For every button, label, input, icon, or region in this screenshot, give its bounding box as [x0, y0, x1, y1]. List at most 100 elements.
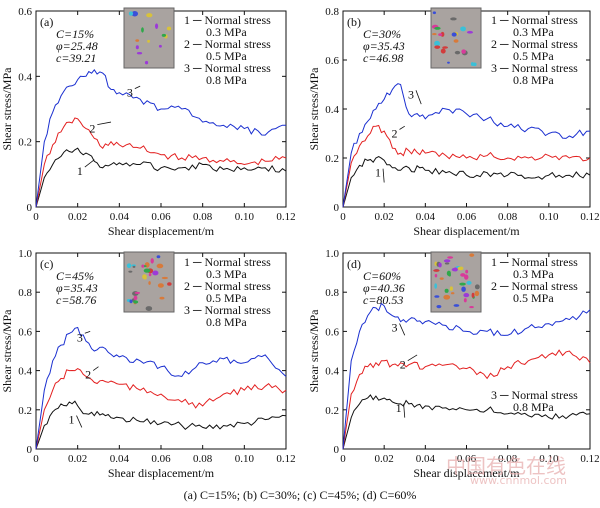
fit-parameter: φ=40.36 [363, 281, 405, 295]
fit-parameter: c=80.53 [363, 293, 403, 307]
y-axis-label: Shear stress/MPa [0, 309, 14, 393]
panel-label: (d) [347, 257, 361, 271]
series-line-2 [35, 117, 287, 208]
fit-parameter: φ=35.43 [363, 39, 405, 53]
legend-entry: 3 ─ Normal stress [491, 388, 578, 402]
y-tick-label: 1.0 [18, 248, 32, 260]
legend-entry: 3 ─ Normal stress [184, 61, 271, 75]
x-tick-label: 0.10 [235, 453, 255, 465]
x-tick-label: 0.12 [580, 211, 599, 223]
legend-entry: 0.8 MPa [513, 73, 554, 87]
x-tick-label: 0.04 [110, 211, 130, 223]
chart-panel-c: 0 0.02 0.04 0.06 0.08 0.10 0.12 0 0.2 0.4 0.6 0.8 1.… [0, 248, 296, 480]
x-tick-label: 0 [33, 211, 39, 223]
legend-entry: 2 ─ Normal stress [491, 279, 578, 293]
series-line-1 [35, 400, 287, 450]
fit-parameter: c=46.98 [363, 51, 403, 65]
series-line-2 [35, 368, 287, 450]
legend-entry: 2 ─ Normal stress [184, 37, 271, 51]
series-line-1 [35, 147, 287, 208]
y-axis-label: Shear stress/MPa [307, 309, 321, 393]
y-tick-label: 0.4 [18, 71, 32, 83]
x-tick-label: 0.04 [416, 453, 436, 465]
chart-panel-b: 0 0.02 0.04 0.06 0.08 0.10 0.12 0 0.2 0.4 0.6 0.8 Sh… [307, 6, 600, 238]
y-tick-label: 1.0 [325, 248, 339, 260]
specimen-photo [430, 7, 482, 69]
y-axis-label: Shear stress/MPa [0, 67, 14, 151]
curve-leader-line [407, 354, 418, 362]
x-axis-label: Shear displacement/m [108, 224, 215, 238]
curve-leader-line [92, 366, 99, 371]
figure-caption: (a) C=15%; (b) C=30%; (c) C=45%; (d) C=6… [183, 488, 417, 502]
y-tick-label: 0.4 [325, 366, 339, 378]
x-tick-label: 0 [340, 211, 346, 223]
curve-label-3: 3 [77, 330, 83, 344]
panel-label: (b) [347, 15, 361, 29]
y-tick-label: 0.4 [18, 366, 32, 378]
legend-entry: 0.3 MPa [206, 267, 247, 281]
legend-entry: 0.5 MPa [206, 291, 247, 305]
watermark-url: www.cnnmol.com [470, 474, 567, 487]
x-tick-label: 0.06 [151, 211, 171, 223]
x-tick-label: 0.02 [375, 453, 394, 465]
x-axis-label: Shear displacement/m [413, 224, 520, 238]
curve-label-2: 2 [400, 358, 406, 372]
legend-entry: 0.3 MPa [513, 267, 554, 281]
legend-entry: 0.8 MPa [206, 73, 247, 87]
x-tick-label: 0.04 [110, 453, 130, 465]
fit-parameter: C=45% [56, 269, 94, 283]
y-tick-label: 0.4 [325, 104, 339, 116]
x-tick-label: 0.08 [498, 211, 518, 223]
series-line-2 [342, 349, 591, 450]
curve-leader-line [382, 168, 385, 183]
curve-leader-line [415, 90, 422, 105]
legend-entry: 0.8 MPa [206, 315, 247, 329]
series-line-3 [35, 68, 287, 208]
specimen-photo [123, 7, 175, 69]
x-tick-label: 0.04 [416, 211, 436, 223]
x-tick-label: 0 [340, 453, 346, 465]
curve-label-2: 2 [392, 127, 398, 141]
x-tick-label: 0.02 [68, 211, 87, 223]
curve-label-3: 3 [127, 86, 133, 100]
x-tick-label: 0.08 [498, 453, 518, 465]
curve-label-1: 1 [396, 401, 402, 415]
y-axis-label: Shear stress/MPa [307, 67, 321, 151]
x-tick-label: 0.08 [193, 211, 213, 223]
fit-parameter: φ=35.43 [56, 281, 98, 295]
specimen-photo [430, 251, 482, 313]
legend-entry: 2 ─ Normal stress [184, 279, 271, 293]
curve-leader-line [134, 85, 141, 90]
series-line-1 [342, 394, 591, 450]
curve-label-1: 1 [77, 164, 83, 178]
legend-entry: 0.5 MPa [513, 291, 554, 305]
legend-entry: 0.3 MPa [206, 25, 247, 39]
y-tick-label: 0.8 [325, 287, 339, 299]
x-tick-label: 0.12 [580, 453, 599, 465]
y-tick-label: 0.6 [18, 326, 32, 338]
x-tick-label: 0.02 [68, 453, 87, 465]
fit-parameter: C=15% [56, 27, 94, 41]
curve-leader-line [84, 159, 95, 168]
curve-label-3: 3 [408, 87, 414, 101]
x-tick-label: 0.10 [235, 211, 255, 223]
legend-entry: 1 ─ Normal stress [491, 255, 578, 269]
curve-leader-line [97, 121, 112, 125]
series-line-3 [342, 83, 591, 208]
legend-entry: 1 ─ Normal stress [184, 255, 271, 269]
x-axis-label: Shear displacement/m [413, 466, 520, 480]
curve-leader-line [399, 125, 405, 130]
curve-leader-line [399, 323, 406, 336]
series-line-1 [342, 156, 591, 208]
x-tick-label: 0.12 [276, 211, 295, 223]
y-tick-label: 0 [27, 444, 33, 456]
chart-panel-a: 0 0.02 0.04 0.06 0.08 0.10 0.12 0 0.2 0.4 0.6 Shear… [0, 6, 296, 238]
curve-label-2: 2 [89, 122, 95, 136]
curve-label-3: 3 [392, 320, 398, 334]
fit-parameter: c=39.21 [56, 51, 96, 65]
legend-entry: 3 ─ Normal stress [491, 61, 578, 75]
y-tick-label: 0 [334, 444, 340, 456]
y-tick-label: 0 [27, 202, 33, 214]
curve-leader-line [403, 403, 406, 418]
